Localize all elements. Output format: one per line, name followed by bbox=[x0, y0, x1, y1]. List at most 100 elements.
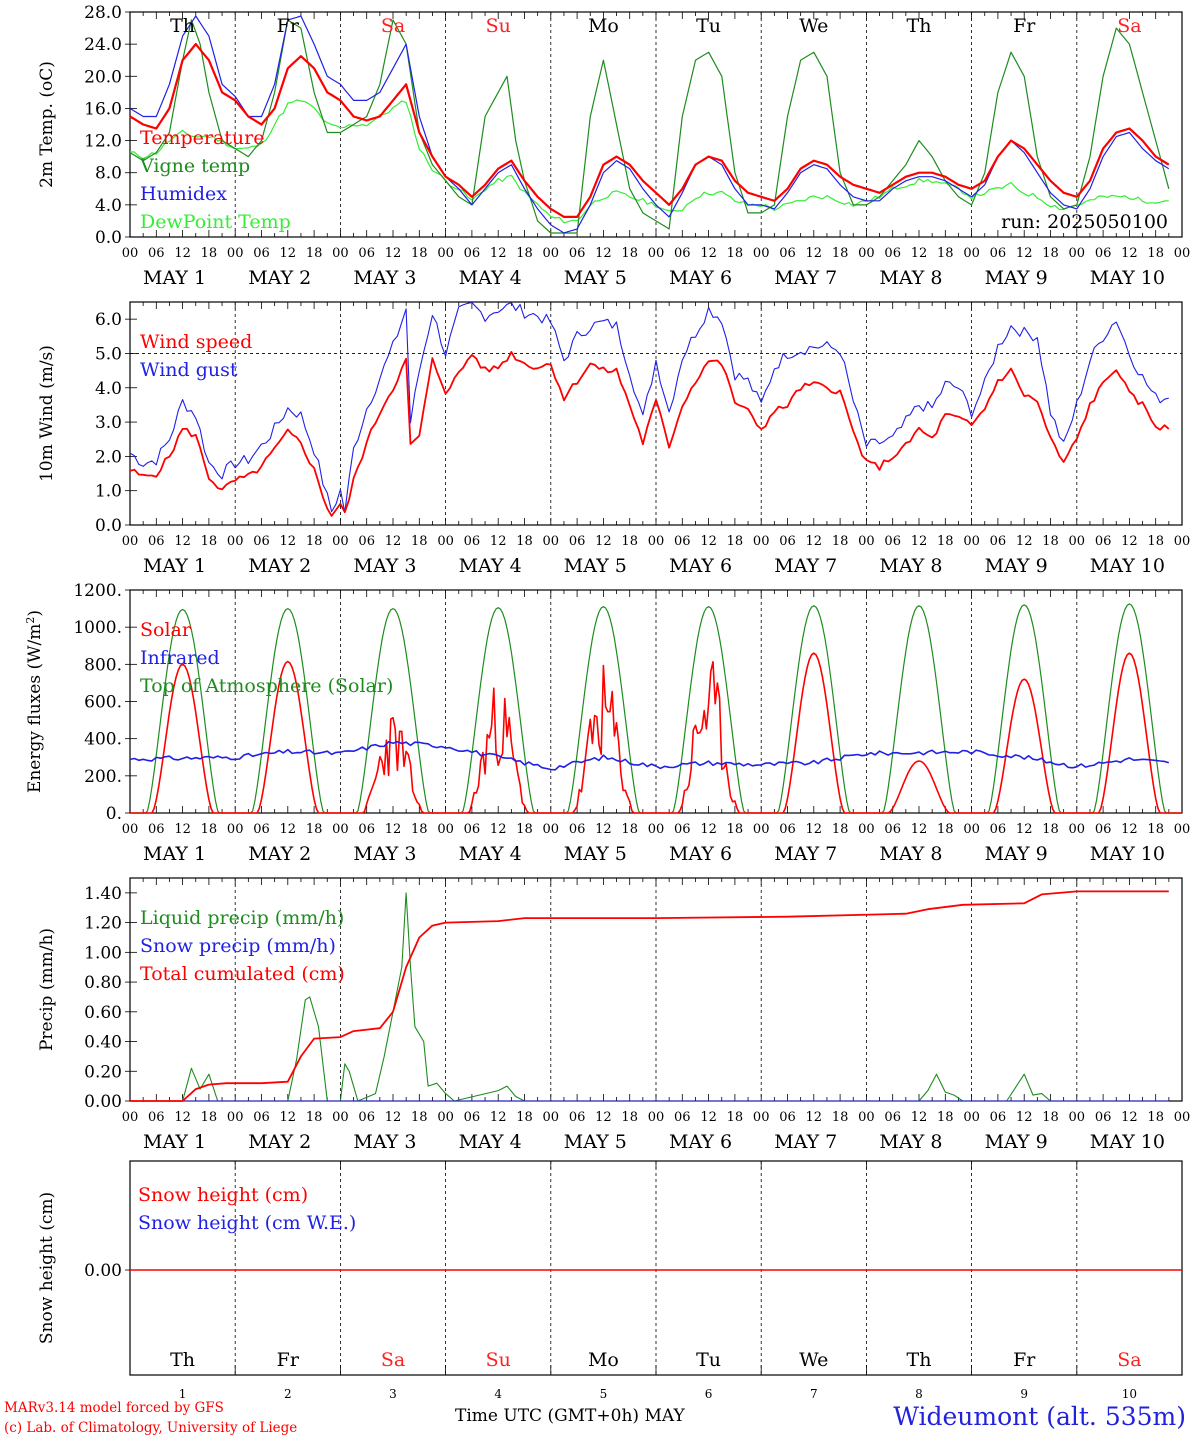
hour-tick-label: 00 bbox=[753, 246, 770, 261]
legend-snow: Snow height (cm W.E.) bbox=[138, 1212, 356, 1234]
date-label: MAY 10 bbox=[1090, 555, 1165, 577]
day-name-bottom: Sa bbox=[1117, 1349, 1141, 1371]
y-tick-label: 0.0 bbox=[95, 516, 122, 536]
hour-tick-label: 18 bbox=[411, 534, 428, 549]
hour-tick-label: 00 bbox=[1069, 246, 1086, 261]
hour-tick-label: 06 bbox=[884, 246, 901, 261]
hour-tick-label: 18 bbox=[1042, 534, 1059, 549]
day-number-bottom: 4 bbox=[494, 1387, 502, 1401]
hour-tick-label: 18 bbox=[516, 822, 533, 837]
hour-tick-label: 18 bbox=[411, 822, 428, 837]
date-label: MAY 2 bbox=[248, 1131, 311, 1153]
hour-tick-label: 00 bbox=[1069, 1110, 1086, 1125]
y-tick-label: 28.0 bbox=[84, 3, 122, 23]
hour-tick-label: 06 bbox=[253, 534, 270, 549]
y-tick-label: 0.80 bbox=[84, 973, 122, 993]
hour-tick-label: 18 bbox=[1147, 246, 1164, 261]
legend-energy: Solar bbox=[140, 619, 192, 641]
hour-tick-label: 06 bbox=[358, 534, 375, 549]
y-tick-label: 0. bbox=[106, 804, 122, 824]
series-red bbox=[130, 890, 1169, 1102]
hour-tick-label: 00 bbox=[332, 246, 349, 261]
hour-tick-label: 06 bbox=[569, 246, 586, 261]
hour-tick-label: 00 bbox=[122, 246, 139, 261]
hour-tick-label: 12 bbox=[1016, 1110, 1033, 1125]
day-name-top: Su bbox=[486, 15, 511, 37]
hour-tick-label: 00 bbox=[1174, 1110, 1191, 1125]
day-number-bottom: 6 bbox=[705, 1387, 713, 1401]
hour-tick-label: 12 bbox=[595, 534, 612, 549]
hour-tick-label: 06 bbox=[779, 534, 796, 549]
hour-tick-label: 12 bbox=[280, 246, 297, 261]
hour-tick-label: 06 bbox=[148, 246, 165, 261]
hour-tick-label: 18 bbox=[832, 246, 849, 261]
hour-tick-label: 12 bbox=[911, 534, 928, 549]
hour-tick-label: 12 bbox=[174, 534, 191, 549]
y-tick-label: 0.20 bbox=[84, 1062, 122, 1082]
y-axis-title-energy: Energy fluxes (W/m2) bbox=[24, 610, 46, 793]
hour-tick-label: 06 bbox=[1095, 822, 1112, 837]
date-label: MAY 2 bbox=[248, 555, 311, 577]
series-lightgreen bbox=[129, 99, 1169, 224]
hour-tick-label: 06 bbox=[779, 246, 796, 261]
hour-tick-label: 18 bbox=[201, 246, 218, 261]
location-label: Wideumont (alt. 535m) bbox=[893, 1402, 1186, 1431]
day-name-top: Fr bbox=[277, 15, 300, 37]
day-name-bottom: Mo bbox=[588, 1349, 619, 1371]
date-label: MAY 3 bbox=[353, 1131, 416, 1153]
day-name-bottom: Th bbox=[170, 1349, 195, 1371]
date-label: MAY 1 bbox=[143, 555, 206, 577]
hour-tick-label: 12 bbox=[806, 1110, 823, 1125]
y-tick-label: 0.00 bbox=[84, 1092, 122, 1112]
hour-tick-label: 18 bbox=[1042, 1110, 1059, 1125]
hour-tick-label: 18 bbox=[1147, 1110, 1164, 1125]
date-label: MAY 3 bbox=[353, 843, 416, 865]
hour-tick-label: 00 bbox=[1174, 822, 1191, 837]
hour-tick-label: 12 bbox=[490, 1110, 507, 1125]
date-label: MAY 7 bbox=[774, 555, 837, 577]
panel-frame-1 bbox=[129, 301, 1183, 526]
hour-tick-label: 12 bbox=[385, 1110, 402, 1125]
day-number-bottom: 10 bbox=[1122, 1387, 1137, 1401]
hour-tick-label: 12 bbox=[1016, 246, 1033, 261]
hour-tick-label: 06 bbox=[464, 534, 481, 549]
hour-tick-label: 12 bbox=[911, 1110, 928, 1125]
series-green bbox=[129, 19, 1170, 234]
y-tick-label: 0.0 bbox=[95, 228, 122, 248]
hour-tick-label: 06 bbox=[990, 246, 1007, 261]
hour-tick-label: 06 bbox=[674, 246, 691, 261]
hour-tick-label: 12 bbox=[911, 822, 928, 837]
hour-tick-label: 06 bbox=[884, 1110, 901, 1125]
legend-snow: Snow height (cm) bbox=[138, 1184, 308, 1206]
hour-tick-label: 12 bbox=[700, 534, 717, 549]
hour-tick-label: 00 bbox=[227, 822, 244, 837]
hour-tick-label: 00 bbox=[858, 534, 875, 549]
hour-tick-label: 12 bbox=[280, 822, 297, 837]
hour-tick-label: 12 bbox=[490, 534, 507, 549]
hour-tick-label: 12 bbox=[806, 822, 823, 837]
hour-tick-label: 18 bbox=[727, 1110, 744, 1125]
y-tick-label: 0.40 bbox=[84, 1033, 122, 1053]
hour-tick-label: 06 bbox=[464, 1110, 481, 1125]
hour-tick-label: 06 bbox=[358, 246, 375, 261]
hour-tick-label: 00 bbox=[648, 534, 665, 549]
day-number-bottom: 3 bbox=[389, 1387, 397, 1401]
y-tick-label: 0.00 bbox=[84, 1261, 122, 1281]
hour-tick-label: 12 bbox=[595, 822, 612, 837]
y-tick-label: 1000. bbox=[73, 618, 122, 638]
day-number-bottom: 1 bbox=[179, 1387, 187, 1401]
date-label: MAY 5 bbox=[564, 1131, 627, 1153]
legend-energy: Infrared bbox=[140, 647, 220, 669]
date-label: MAY 6 bbox=[669, 267, 732, 289]
y-axis-title-temp: 2m Temp. (oC) bbox=[37, 61, 57, 188]
date-label: MAY 9 bbox=[985, 1131, 1048, 1153]
hour-tick-label: 06 bbox=[148, 1110, 165, 1125]
date-label: MAY 2 bbox=[248, 843, 311, 865]
y-tick-label: 4.0 bbox=[95, 379, 122, 399]
date-label: MAY 10 bbox=[1090, 267, 1165, 289]
y-tick-label: 4.0 bbox=[95, 196, 122, 216]
date-label: MAY 7 bbox=[774, 843, 837, 865]
hour-tick-label: 00 bbox=[122, 1110, 139, 1125]
date-label: MAY 4 bbox=[459, 267, 522, 289]
legend-wind: Wind speed bbox=[140, 331, 252, 353]
